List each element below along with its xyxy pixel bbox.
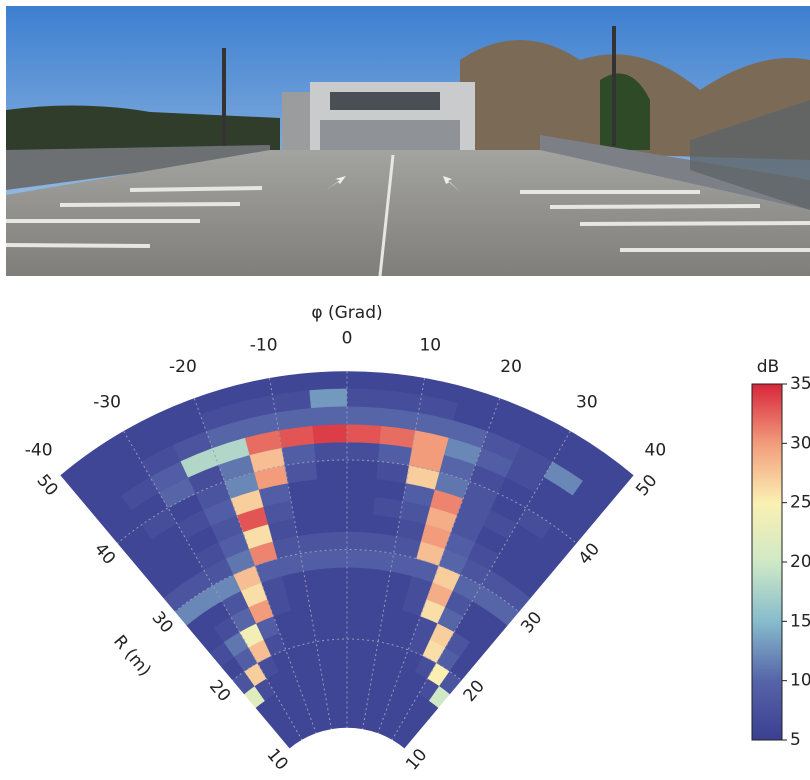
heat-cell [347, 388, 384, 407]
heat-cell [347, 585, 367, 604]
heat-cell [347, 693, 358, 711]
x-tick-label: 0 [342, 328, 353, 348]
heat-cell [303, 568, 326, 588]
heat-cell [347, 639, 363, 658]
heat-cell [347, 460, 378, 479]
heat-cell [314, 442, 347, 461]
x-tick-label: 30 [576, 393, 598, 413]
y-tick-label: 10 [263, 745, 292, 774]
heat-cell [367, 568, 390, 588]
y-tick-label: 30 [148, 608, 177, 637]
x-axis-label: φ (Grad) [311, 303, 382, 323]
heat-cell [330, 621, 347, 640]
heat-cell [347, 567, 369, 586]
heat-cell [347, 657, 361, 675]
heat-cell [347, 371, 386, 391]
heat-cell [291, 497, 320, 518]
heat-cell [313, 424, 347, 443]
y-tick-label: 50 [32, 471, 61, 500]
x-tick-label: -20 [169, 357, 197, 377]
heat-cell [311, 406, 347, 425]
x-tick-label: -30 [93, 393, 121, 413]
heat-cell [325, 567, 347, 586]
x-tick-label: 20 [500, 357, 522, 377]
polar-plot: -40 -30 -20 -10 0 10 20 30 40 10 10 20 20 30 30 40 40 50 5… [25, 328, 666, 774]
heat-cell [347, 496, 375, 515]
colorbar-tick-label: 10 [790, 671, 810, 691]
colorbar-tick-label: 5 [790, 730, 801, 750]
colorbar-tick-label: 15 [790, 611, 810, 631]
heat-cell [370, 533, 396, 554]
y-tick-label: 50 [632, 471, 661, 500]
colorbar-tick-label: 30 [790, 433, 810, 453]
heat-cell [347, 532, 372, 551]
x-tick-label: -40 [25, 441, 53, 461]
colorbar-label: dB [757, 357, 779, 377]
y-tick-label: 40 [90, 539, 119, 568]
heat-cell [347, 621, 364, 640]
heat-cell [347, 603, 366, 622]
heat-cell [319, 496, 347, 515]
heat-cell [372, 515, 400, 536]
colorbar-tick-label: 25 [790, 493, 810, 513]
heat-cell [336, 693, 347, 711]
heat-cell [310, 388, 347, 407]
heat-cell [347, 514, 374, 533]
colorbar [752, 384, 782, 740]
heat-cell [324, 550, 347, 569]
heat-cell [300, 551, 325, 572]
figure: -40 -30 -20 -10 0 10 20 30 40 10 10 20 20 30 30 40 40 50 5… [0, 0, 810, 776]
heat-cell [333, 657, 347, 675]
heat-cell [317, 478, 347, 497]
heat-cell [363, 622, 382, 642]
photo [6, 6, 810, 276]
heat-cell [338, 711, 347, 729]
heat-cell [347, 550, 370, 569]
colorbar-tick-label: 20 [790, 552, 810, 572]
heat-cell [347, 406, 383, 425]
heat-cell [320, 514, 347, 533]
page: -40 -30 -20 -10 0 10 20 30 40 10 10 20 20 30 30 40 40 50 5… [0, 0, 810, 776]
x-tick-label: 40 [645, 441, 667, 461]
y-tick-label: 20 [460, 676, 489, 705]
heat-cell [347, 478, 377, 497]
y-axis-label: R (m) [109, 632, 155, 681]
x-tick-label: 10 [419, 336, 441, 356]
heat-cell [316, 640, 333, 660]
heat-cell [308, 371, 347, 391]
x-tick-label: -10 [250, 336, 278, 356]
heat-cell [366, 586, 388, 606]
heat-cell [316, 460, 347, 479]
heat-cell [369, 551, 394, 572]
heat-cell [347, 675, 359, 693]
y-tick-label: 30 [517, 608, 546, 637]
heat-cell [322, 532, 347, 551]
heat-cell [307, 586, 329, 606]
heat-cell [374, 497, 403, 518]
heat-cell [313, 622, 332, 642]
y-tick-label: 10 [402, 745, 431, 774]
heat-cell [331, 639, 347, 658]
heat-cell [347, 424, 381, 443]
heat-cell [347, 442, 380, 461]
heat-cell [328, 603, 347, 622]
y-tick-label: 20 [205, 676, 234, 705]
heat-cell [294, 515, 322, 536]
colorbar-tick-label: 35 [790, 374, 810, 394]
heat-cell [335, 675, 347, 693]
y-tick-label: 40 [575, 539, 604, 568]
heat-cell [327, 585, 347, 604]
